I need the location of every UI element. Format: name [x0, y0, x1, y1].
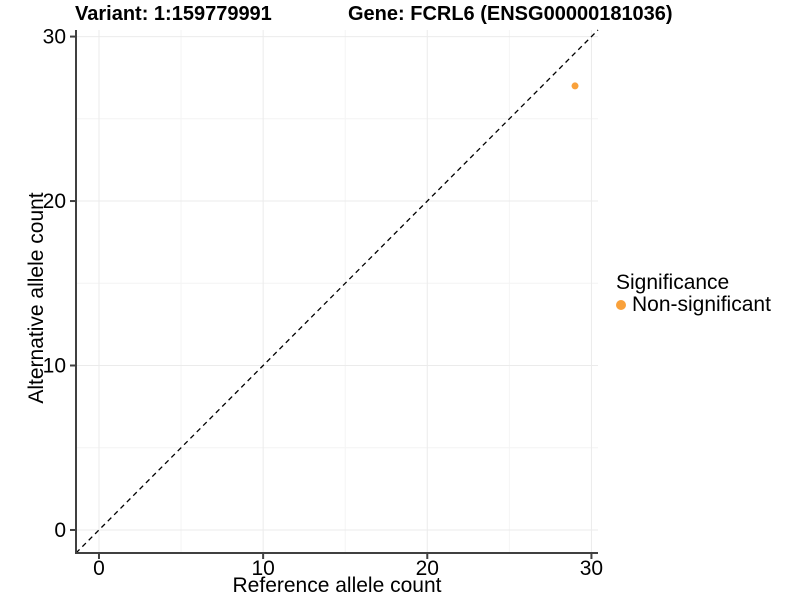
x-tick-label: 10: [251, 557, 274, 580]
x-tick-label: 30: [580, 557, 603, 580]
legend: Significance Non-significant: [616, 271, 771, 316]
y-tick-label: 10: [43, 355, 66, 378]
x-tick-label: 0: [93, 557, 105, 580]
y-tick-label: 20: [43, 190, 66, 213]
legend-key-dot-icon: [616, 300, 626, 310]
data-point: [571, 82, 579, 90]
variant-title: Variant: 1:159779991: [75, 3, 272, 25]
gene-title: Gene: FCRL6 (ENSG00000181036): [348, 3, 673, 25]
legend-item-label: Non-significant: [632, 293, 771, 316]
identity-line: [75, 29, 599, 554]
x-tick-label: 20: [416, 557, 439, 580]
y-tick-label: 30: [43, 26, 66, 49]
y-tick-label: 0: [54, 519, 66, 542]
legend-item-non-significant: Non-significant: [616, 293, 771, 316]
legend-title: Significance: [616, 271, 730, 294]
x-axis-title: Reference allele count: [232, 574, 442, 597]
